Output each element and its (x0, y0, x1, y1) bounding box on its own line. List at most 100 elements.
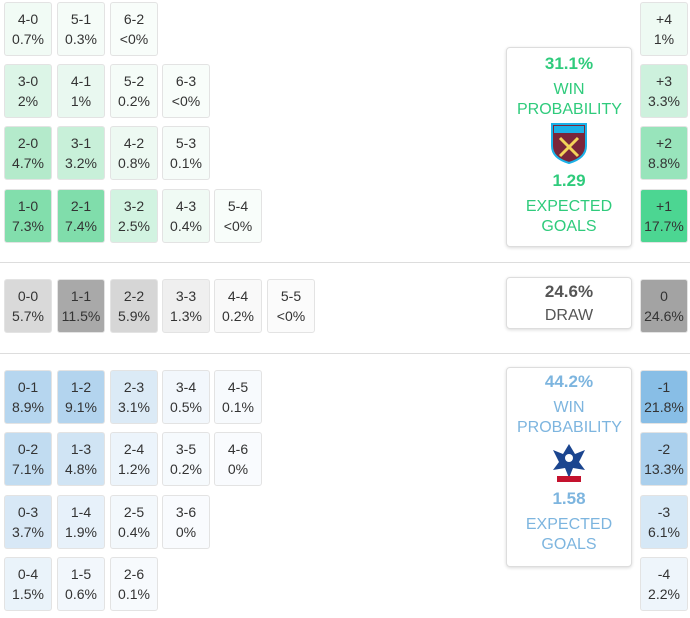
score-cell: 3-1 3.2% (57, 126, 105, 180)
win-label: WIN PROBABILITY (517, 399, 622, 436)
probability: 4.7% (12, 155, 44, 171)
score: 0-1 (17, 379, 39, 395)
score-cell: 0-3 3.7% (4, 495, 52, 549)
probability: 3.1% (118, 399, 150, 415)
score-cell: 1-5 0.6% (57, 557, 105, 611)
score: 5-3 (175, 135, 197, 151)
margin-cell: +1 17.7% (640, 189, 688, 243)
probability: 13.3% (644, 461, 684, 477)
probability: 7.3% (12, 218, 44, 234)
win-pct: 31.1% (544, 54, 594, 73)
margin: -4 (657, 566, 671, 582)
margin-cell: -3 6.1% (640, 495, 688, 549)
score: 5-1 (70, 11, 92, 27)
score-cell: 1-0 7.3% (4, 189, 52, 243)
score: 2-6 (123, 566, 145, 582)
score: 2-2 (123, 288, 145, 304)
score-cell: 0-2 7.1% (4, 432, 52, 486)
score-cell: 2-1 7.4% (57, 189, 105, 243)
margin: 0 (660, 288, 668, 304)
score-cell: 2-2 5.9% (110, 279, 158, 333)
margin: +2 (656, 135, 672, 151)
margin: +4 (656, 11, 672, 27)
score: 3-6 (175, 504, 197, 520)
score-cell: 5-1 0.3% (57, 2, 105, 56)
score: 0-4 (17, 566, 39, 582)
score: 1-4 (70, 504, 92, 520)
margin-cell: -1 21.8% (640, 370, 688, 424)
probability: 0.4% (118, 524, 150, 540)
margin: -3 (657, 504, 671, 520)
win-label: WIN PROBABILITY (517, 81, 622, 118)
score-cell: 3-6 0% (162, 495, 210, 549)
margin-cell: +4 1% (640, 2, 688, 56)
score-cell: 1-4 1.9% (57, 495, 105, 549)
score-cell: 2-5 0.4% (110, 495, 158, 549)
score-cell: 4-1 1% (57, 64, 105, 118)
probability: 9.1% (65, 399, 97, 415)
score-cell: 6-3 <0% (162, 64, 210, 118)
score-cell: 5-3 0.1% (162, 126, 210, 180)
score: 3-3 (175, 288, 197, 304)
probability: 5.9% (118, 308, 150, 324)
score: 6-3 (175, 73, 197, 89)
probability: 0.6% (65, 586, 97, 602)
score: 4-6 (227, 441, 249, 457)
probability: 0.5% (170, 399, 202, 415)
score-cell: 3-5 0.2% (162, 432, 210, 486)
probability: 2.2% (648, 586, 680, 602)
score-cell: 1-1 11.5% (57, 279, 105, 333)
score-cell: 0-4 1.5% (4, 557, 52, 611)
score: 4-4 (227, 288, 249, 304)
score-cell: 6-2 <0% (110, 2, 158, 56)
separator (0, 353, 690, 354)
score-cell: 3-0 2% (4, 64, 52, 118)
probability: 0.1% (118, 586, 150, 602)
probability: 3.3% (648, 93, 680, 109)
probability: 0.1% (170, 155, 202, 171)
score: 4-2 (123, 135, 145, 151)
margin-cell: +2 8.8% (640, 126, 688, 180)
score: 1-1 (70, 288, 92, 304)
probability: 21.8% (644, 399, 684, 415)
score: 0-2 (17, 441, 39, 457)
score-cell: 3-4 0.5% (162, 370, 210, 424)
probability: 7.4% (65, 218, 97, 234)
score-cell: 4-0 0.7% (4, 2, 52, 56)
probability: 2% (17, 93, 39, 109)
score-cell: 2-4 1.2% (110, 432, 158, 486)
probability: 0.2% (170, 461, 202, 477)
score: 2-3 (123, 379, 145, 395)
probability: 2.5% (118, 218, 150, 234)
score-cell: 4-5 0.1% (214, 370, 262, 424)
score-cell: 1-2 9.1% (57, 370, 105, 424)
probability: <0% (171, 93, 201, 109)
score-cell: 3-3 1.3% (162, 279, 210, 333)
probability: 7.1% (12, 461, 44, 477)
score-cell: 4-4 0.2% (214, 279, 262, 333)
win-pct: 44.2% (544, 372, 594, 391)
score: 0-0 (17, 288, 39, 304)
xg: 1.29 (552, 171, 586, 190)
score: 1-5 (70, 566, 92, 582)
score: 5-2 (123, 73, 145, 89)
away-summary: 44.2% WIN PROBABILITY 1.58 EXPECTED GOAL… (506, 367, 632, 567)
probability: <0% (223, 218, 253, 234)
probability: 0.2% (222, 308, 254, 324)
xg-label: EXPECTED GOALS (525, 516, 613, 553)
probability: 4.8% (65, 461, 97, 477)
xg: 1.58 (552, 489, 586, 508)
probability: 0.8% (118, 155, 150, 171)
score-cell: 4-6 0% (214, 432, 262, 486)
score: 2-0 (17, 135, 39, 151)
probability: 1.9% (65, 524, 97, 540)
score-cell: 2-3 3.1% (110, 370, 158, 424)
probability: 0.4% (170, 218, 202, 234)
score-cell: 4-2 0.8% (110, 126, 158, 180)
probability: 6.1% (648, 524, 680, 540)
margin-cell: +3 3.3% (640, 64, 688, 118)
score: 4-0 (17, 11, 39, 27)
score-cell: 4-3 0.4% (162, 189, 210, 243)
margin-cell: -4 2.2% (640, 557, 688, 611)
